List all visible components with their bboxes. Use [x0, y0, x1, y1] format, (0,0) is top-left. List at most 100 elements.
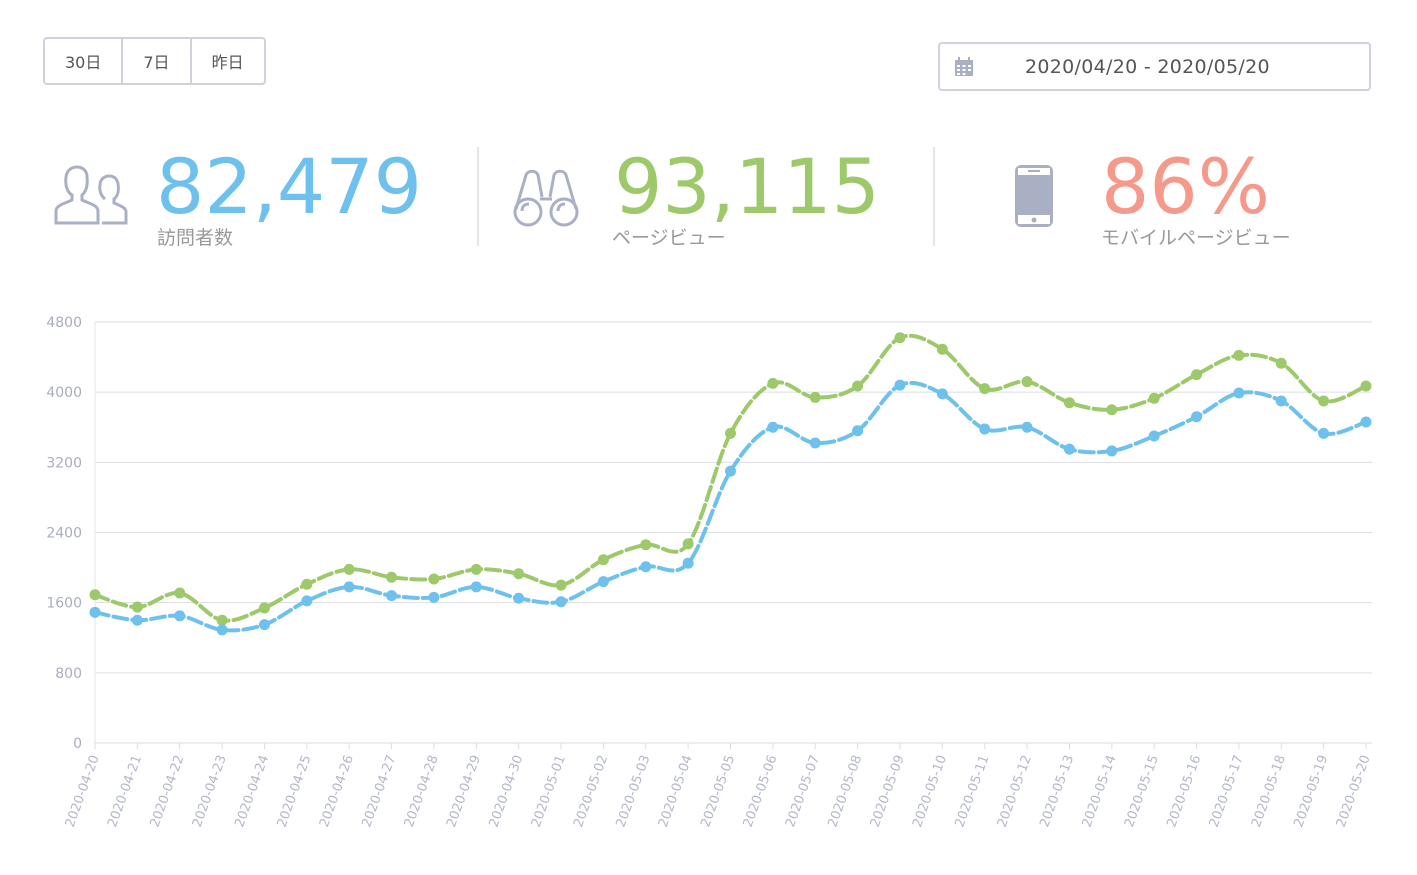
x-tick-label: 2020-05-10 — [910, 753, 950, 829]
data-point — [1148, 392, 1160, 404]
data-point — [174, 587, 186, 599]
x-tick-label: 2020-05-16 — [1164, 753, 1204, 829]
data-point — [258, 619, 270, 631]
data-point — [1233, 349, 1245, 361]
data-point — [1275, 357, 1287, 369]
smartphone-icon — [1015, 165, 1053, 227]
divider — [477, 147, 479, 246]
series-line-0 — [93, 333, 1368, 623]
data-point — [1106, 445, 1118, 457]
data-point — [1148, 430, 1160, 442]
data-point — [979, 423, 991, 435]
mobile-pageviews-value: 86% — [1101, 142, 1270, 231]
pageviews-label: ページビュー — [612, 227, 726, 249]
data-point — [89, 589, 101, 601]
visitors-label: 訪問者数 — [157, 227, 234, 249]
y-tick-label: 4800 — [46, 315, 82, 331]
x-tick-label: 2020-05-18 — [1249, 753, 1289, 829]
data-point — [343, 563, 355, 575]
data-point — [301, 578, 313, 590]
data-point — [682, 538, 694, 550]
data-point — [1318, 395, 1330, 407]
data-point — [597, 554, 609, 566]
data-point — [1318, 427, 1330, 439]
x-tick-label: 2020-05-13 — [1037, 753, 1077, 829]
x-tick-label: 2020-05-17 — [1207, 753, 1247, 829]
x-tick-label: 2020-05-01 — [529, 753, 569, 829]
data-point — [894, 332, 906, 344]
binoculars-icon — [513, 169, 579, 227]
data-point — [852, 380, 864, 392]
data-point — [725, 465, 736, 477]
calendar-icon — [955, 57, 973, 76]
data-point — [258, 602, 270, 614]
range-button-group: 30日 7日 昨日 — [43, 37, 266, 85]
x-tick-label: 2020-05-03 — [614, 753, 654, 829]
x-tick-label: 2020-05-07 — [783, 753, 823, 829]
range-yesterday-button[interactable]: 昨日 — [211, 53, 244, 72]
data-point — [216, 624, 228, 636]
y-tick-label: 4000 — [46, 385, 82, 401]
data-point — [89, 606, 101, 618]
date-range-picker[interactable]: 2020/04/20 - 2020/05/20 — [938, 42, 1371, 91]
y-tick-label: 2400 — [46, 526, 82, 542]
y-tick-label: 800 — [55, 666, 82, 682]
series-line-1 — [93, 380, 1368, 633]
date-range-value: 2020/04/20 - 2020/05/20 — [1025, 55, 1270, 78]
y-tick-label: 3200 — [46, 455, 82, 471]
data-point — [640, 539, 652, 551]
x-tick-label: 2020-05-04 — [656, 753, 696, 829]
data-point — [131, 614, 143, 626]
x-tick-label: 2020-05-05 — [698, 753, 738, 829]
divider — [933, 147, 935, 246]
data-point — [1063, 397, 1075, 409]
data-point — [1191, 411, 1203, 423]
y-tick-label: 0 — [73, 736, 82, 752]
x-tick-label: 2020-04-26 — [317, 753, 357, 829]
range-30-days-button[interactable]: 30日 — [45, 39, 124, 83]
x-tick-label: 2020-04-25 — [275, 753, 315, 829]
data-point — [1021, 421, 1033, 433]
data-point — [470, 581, 482, 593]
data-point — [131, 601, 143, 613]
mobile-pageviews-label: モバイルページビュー — [1101, 227, 1291, 249]
data-point — [936, 388, 948, 400]
data-point — [725, 427, 736, 439]
data-point — [640, 561, 652, 573]
pageviews-value: 93,115 — [614, 142, 880, 231]
x-tick-label: 2020-05-12 — [995, 753, 1035, 829]
x-tick-label: 2020-04-21 — [105, 753, 145, 829]
data-point — [470, 563, 482, 575]
data-point — [682, 557, 694, 569]
y-tick-label: 1600 — [46, 596, 82, 612]
stat-mobile-pageviews: 86% モバイルページビュー — [1015, 142, 1395, 249]
x-tick-label: 2020-04-24 — [232, 753, 272, 829]
x-tick-label: 2020-05-19 — [1291, 753, 1331, 829]
data-point — [343, 581, 355, 593]
range-7-days-button[interactable]: 7日 — [123, 39, 192, 83]
data-point — [1021, 376, 1033, 388]
data-point — [174, 610, 186, 622]
data-point — [1106, 404, 1118, 416]
x-tick-label: 2020-04-23 — [190, 753, 230, 829]
x-tick-label: 2020-04-29 — [444, 753, 484, 829]
x-tick-label: 2020-05-20 — [1334, 753, 1374, 829]
x-tick-label: 2020-05-11 — [953, 753, 993, 829]
data-point — [1360, 416, 1372, 428]
data-point — [428, 573, 440, 585]
data-point — [809, 437, 821, 449]
users-icon — [54, 165, 128, 225]
data-point — [301, 595, 313, 607]
data-point — [1360, 380, 1372, 392]
data-point — [597, 576, 609, 588]
x-tick-label: 2020-04-27 — [359, 753, 399, 829]
data-point — [555, 596, 567, 608]
data-point — [513, 592, 525, 604]
data-point — [386, 590, 398, 602]
x-tick-label: 2020-04-22 — [148, 753, 188, 829]
data-point — [513, 568, 525, 580]
x-tick-label: 2020-04-20 — [63, 753, 103, 829]
data-point — [1063, 443, 1075, 455]
data-point — [767, 377, 779, 389]
